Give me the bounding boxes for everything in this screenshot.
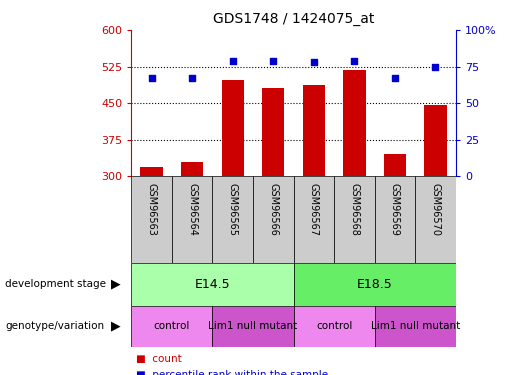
Bar	[141, 166, 163, 176]
Bar	[384, 154, 406, 176]
Bar	[415, 176, 456, 262]
Text: E18.5: E18.5	[357, 278, 392, 291]
Text: GSM96566: GSM96566	[268, 183, 278, 236]
Text: GSM96564: GSM96564	[187, 183, 197, 236]
Bar	[212, 306, 294, 347]
Text: genotype/variation: genotype/variation	[5, 321, 104, 331]
Bar	[294, 176, 334, 262]
Text: GSM96569: GSM96569	[390, 183, 400, 236]
Point	[391, 75, 399, 81]
Bar	[334, 176, 374, 262]
Point	[229, 58, 237, 64]
Text: GSM96568: GSM96568	[349, 183, 359, 236]
Text: ■  count: ■ count	[136, 354, 182, 364]
Text: GSM96563: GSM96563	[147, 183, 157, 236]
Bar	[172, 176, 212, 262]
Text: control: control	[316, 321, 352, 331]
Bar	[253, 176, 294, 262]
Text: ■  percentile rank within the sample: ■ percentile rank within the sample	[136, 370, 329, 375]
Bar	[294, 306, 374, 347]
Title: GDS1748 / 1424075_at: GDS1748 / 1424075_at	[213, 12, 374, 26]
Bar	[374, 176, 415, 262]
Point	[310, 59, 318, 65]
Bar	[374, 306, 456, 347]
Point	[147, 75, 156, 81]
Text: control: control	[153, 321, 190, 331]
Point	[269, 58, 278, 64]
Text: Lim1 null mutant: Lim1 null mutant	[209, 321, 298, 331]
Bar	[131, 176, 172, 262]
Bar	[343, 70, 366, 176]
Point	[350, 58, 358, 64]
Bar	[294, 262, 456, 306]
Bar	[131, 262, 294, 306]
Text: GSM96570: GSM96570	[431, 183, 440, 236]
Bar	[181, 162, 203, 176]
Text: ▶: ▶	[111, 320, 121, 333]
Bar	[221, 80, 244, 176]
Point	[432, 63, 440, 70]
Bar	[131, 306, 212, 347]
Bar	[212, 176, 253, 262]
Bar	[262, 87, 284, 176]
Text: E14.5: E14.5	[195, 278, 230, 291]
Text: development stage: development stage	[5, 279, 106, 289]
Bar	[303, 85, 325, 176]
Bar	[424, 105, 447, 176]
Text: ▶: ▶	[111, 278, 121, 291]
Text: GSM96567: GSM96567	[309, 183, 319, 236]
Point	[188, 75, 196, 81]
Text: Lim1 null mutant: Lim1 null mutant	[371, 321, 460, 331]
Text: GSM96565: GSM96565	[228, 183, 238, 236]
